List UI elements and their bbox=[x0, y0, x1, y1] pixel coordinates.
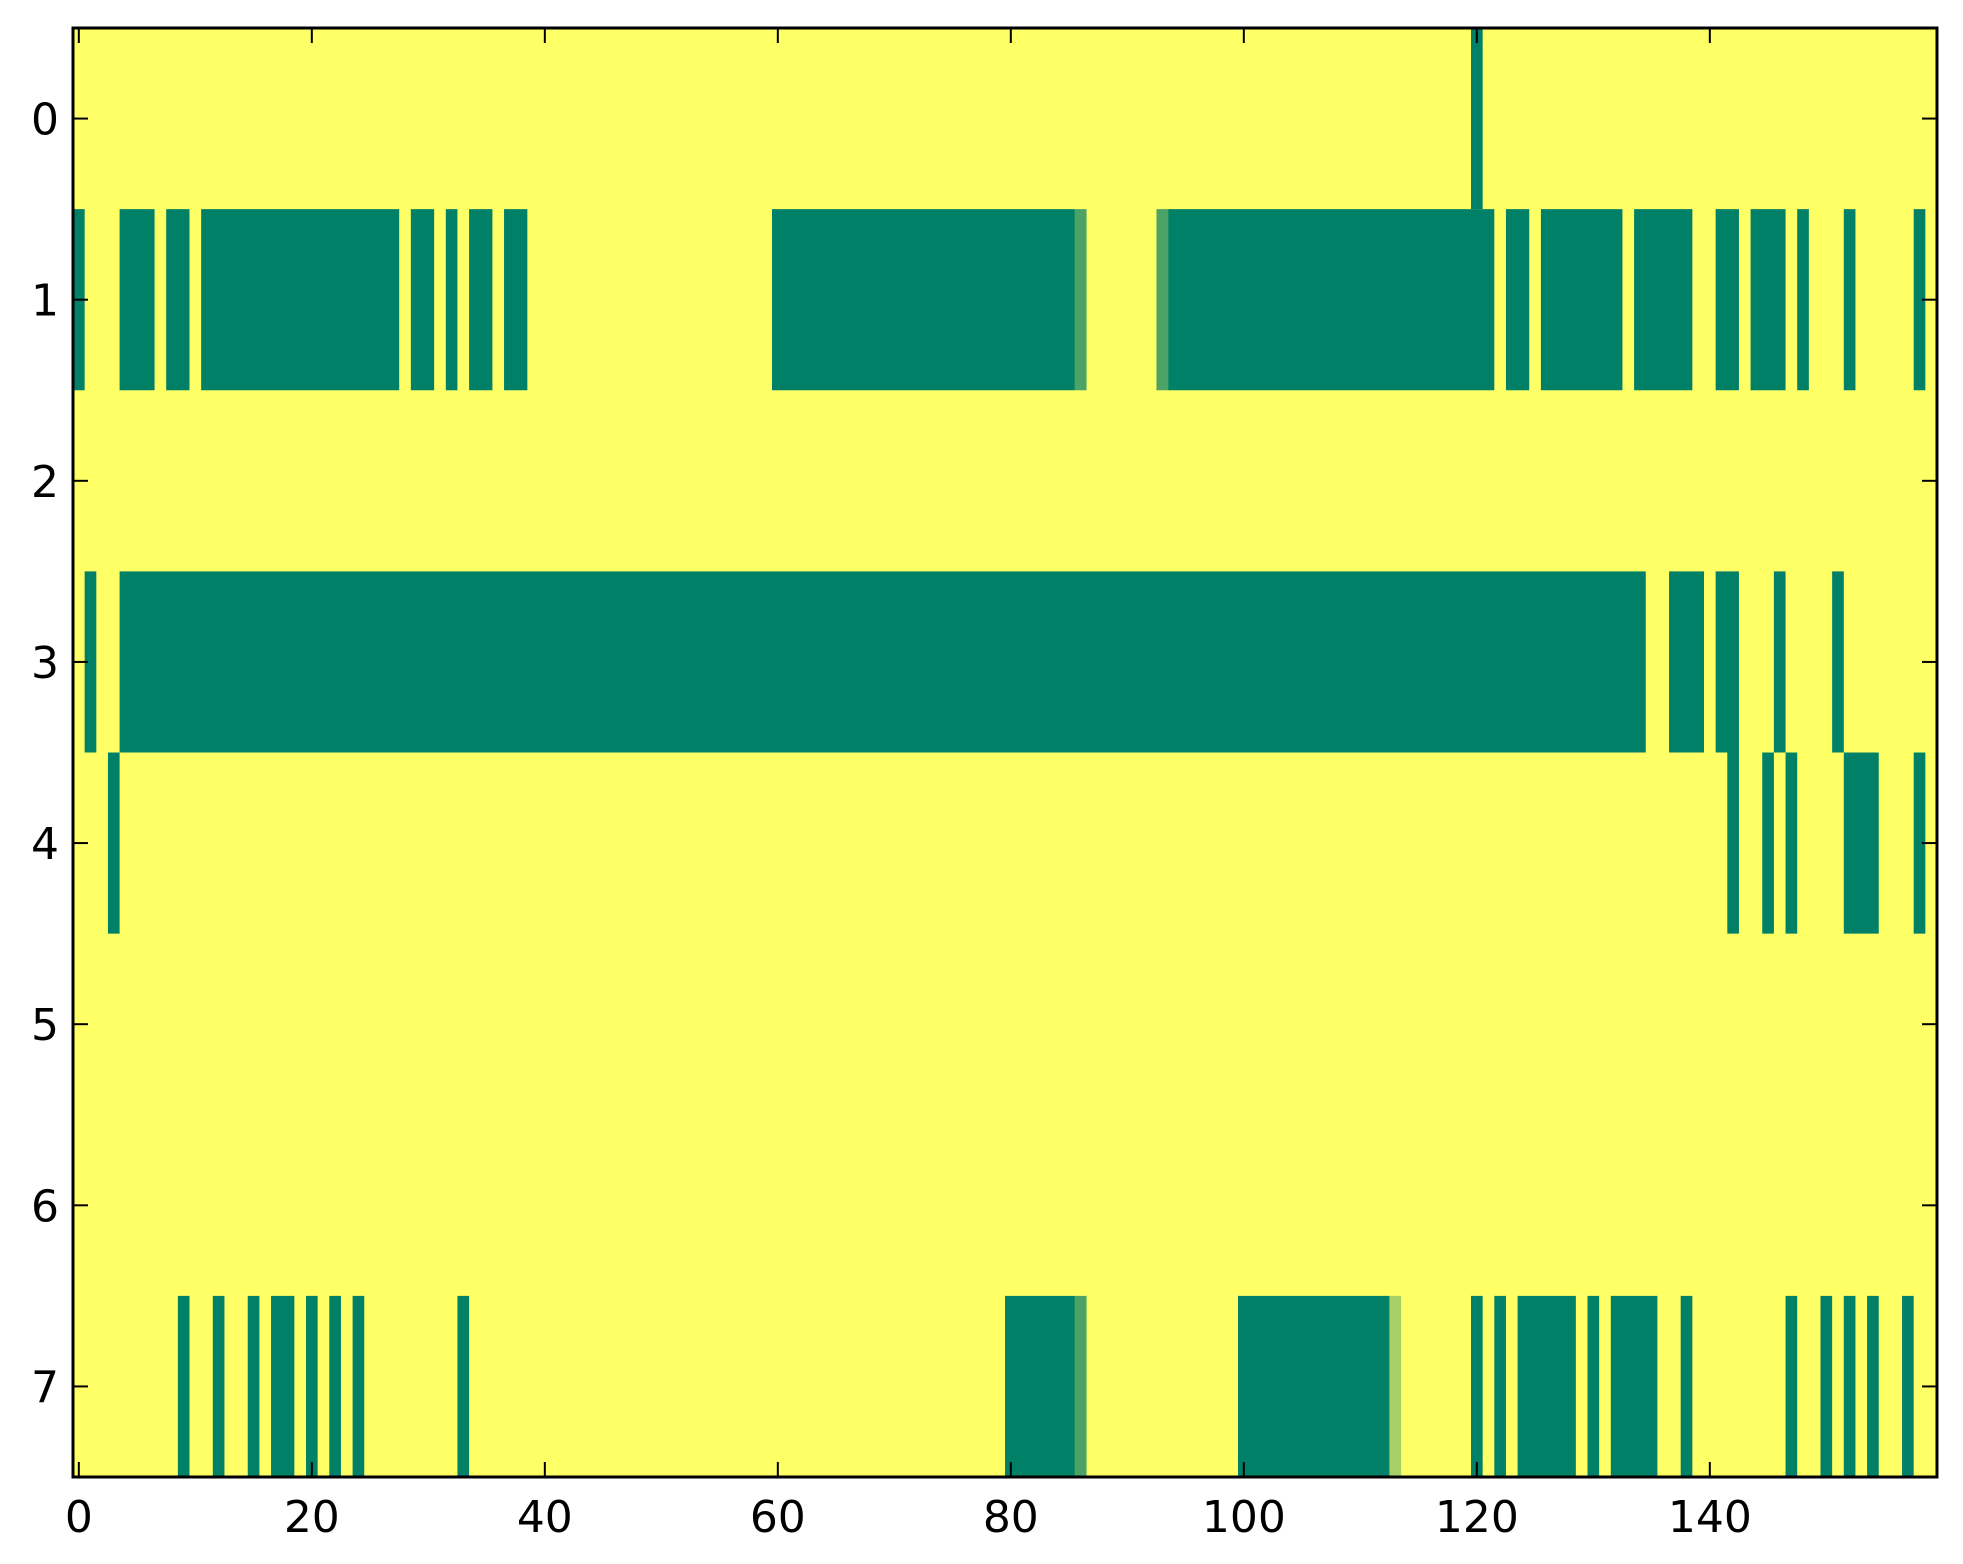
heatmap-segment-row-1 bbox=[1540, 209, 1623, 391]
heatmap-segment-row-7 bbox=[247, 1295, 260, 1478]
heatmap-segment-row-7 bbox=[1843, 1295, 1856, 1478]
heatmap-segment-row-7 bbox=[212, 1295, 225, 1478]
heatmap-segment-row-1 bbox=[410, 209, 435, 391]
heatmap-segment-row-3 bbox=[1669, 571, 1704, 753]
heatmap-segment-row-4 bbox=[1913, 752, 1926, 934]
heatmap-segment-row-7 bbox=[1867, 1295, 1879, 1478]
heatmap-segment-row-7 bbox=[329, 1295, 341, 1478]
y-tick-label: 2 bbox=[31, 457, 59, 508]
heatmap-cells bbox=[73, 28, 1926, 1478]
x-tick-label: 20 bbox=[284, 1492, 340, 1543]
heatmap-segment-row-3 bbox=[1832, 571, 1844, 753]
heatmap-segment-row-1 bbox=[1750, 209, 1786, 391]
heatmap-segment-row-7 bbox=[1785, 1295, 1798, 1478]
heatmap-segment-row-4 bbox=[107, 752, 120, 934]
heatmap-segment-row-3 bbox=[119, 571, 1646, 753]
y-axis-tick-labels: 0 1 2 3 4 5 6 7 bbox=[31, 95, 59, 1414]
heatmap-segment-row-7 bbox=[1494, 1295, 1506, 1478]
heatmap-segment-row-1 bbox=[1843, 209, 1856, 391]
heatmap-cell-mid-row-1 bbox=[1074, 209, 1087, 391]
heatmap-segment-row-7 bbox=[1517, 1295, 1576, 1478]
heatmap-segment-row-4 bbox=[1762, 752, 1774, 934]
y-tick-label: 0 bbox=[31, 95, 59, 146]
heatmap-segment-row-1 bbox=[1913, 209, 1926, 391]
heatmap-segment-row-1 bbox=[1797, 209, 1809, 391]
heatmap-segment-row-7 bbox=[1238, 1295, 1390, 1478]
heatmap-segment-row-7 bbox=[1005, 1295, 1075, 1478]
heatmap-segment-row-1 bbox=[166, 209, 190, 391]
y-tick-label: 7 bbox=[31, 1362, 59, 1413]
heatmap-segment-row-7 bbox=[1902, 1295, 1914, 1478]
heatmap-segment-row-7 bbox=[306, 1295, 318, 1478]
y-tick-label: 6 bbox=[31, 1181, 59, 1232]
heatmap-segment-row-1 bbox=[1634, 209, 1693, 391]
x-tick-label: 0 bbox=[65, 1492, 93, 1543]
x-tick-label: 60 bbox=[750, 1492, 806, 1543]
heatmap-segment-row-1 bbox=[504, 209, 528, 391]
x-tick-label: 140 bbox=[1668, 1492, 1752, 1543]
heatmap-segment-row-1 bbox=[119, 209, 155, 391]
y-tick-label: 4 bbox=[31, 819, 59, 870]
heatmap-cell-mid-row-7 bbox=[1074, 1295, 1087, 1478]
heatmap-segment-row-7 bbox=[457, 1295, 470, 1478]
plot-frame bbox=[71, 26, 1939, 1479]
heatmap-segment-row-7 bbox=[1680, 1295, 1693, 1478]
heatmap-segment-row-1 bbox=[1505, 209, 1530, 391]
heatmap-segment-row-1 bbox=[1168, 209, 1495, 391]
heatmap-segment-row-0 bbox=[1471, 28, 1483, 210]
y-tick-label: 1 bbox=[31, 276, 59, 327]
heatmap-segment-row-4 bbox=[1843, 752, 1879, 934]
heatmap-segment-row-7 bbox=[1587, 1295, 1600, 1478]
y-tick-label: 5 bbox=[31, 1000, 59, 1051]
heatmap-cell-mid-row-1 bbox=[1156, 209, 1169, 391]
x-tick-label: 40 bbox=[517, 1492, 573, 1543]
x-axis-tick-labels: 0 20 40 60 80 100 120 140 bbox=[65, 1492, 1752, 1543]
heatmap-segment-row-7 bbox=[1820, 1295, 1833, 1478]
heatmap-segment-row-7 bbox=[1471, 1295, 1483, 1478]
heatmap-segment-row-7 bbox=[1610, 1295, 1658, 1478]
heatmap-segment-row-4 bbox=[1785, 752, 1798, 934]
heatmap-segment-row-3 bbox=[1773, 571, 1786, 753]
heatmap-segment-row-1 bbox=[469, 209, 493, 391]
x-tick-label: 120 bbox=[1435, 1492, 1519, 1543]
heatmap-cell-light-row-7 bbox=[1389, 1295, 1402, 1478]
axis-ticks bbox=[73, 28, 1937, 1477]
heatmap-segment-row-7 bbox=[271, 1295, 295, 1478]
heatmap-segment-row-7 bbox=[352, 1295, 365, 1478]
heatmap-segment-row-1 bbox=[1715, 209, 1739, 391]
heatmap-segment-row-1 bbox=[201, 209, 400, 391]
heatmap-segment-row-1 bbox=[445, 209, 458, 391]
x-tick-label: 100 bbox=[1202, 1492, 1286, 1543]
heatmap-segment-row-3 bbox=[84, 571, 97, 753]
heatmap-segment-row-4 bbox=[1727, 752, 1739, 934]
heatmap-segment-row-3 bbox=[1715, 571, 1739, 753]
heatmap-segment-row-7 bbox=[177, 1295, 190, 1478]
y-tick-label: 3 bbox=[31, 638, 59, 689]
x-tick-label: 80 bbox=[983, 1492, 1039, 1543]
heatmap-segment-row-1 bbox=[772, 209, 1075, 391]
